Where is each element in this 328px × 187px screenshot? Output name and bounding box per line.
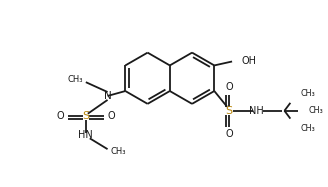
- Text: HN: HN: [78, 130, 93, 140]
- Text: CH₃: CH₃: [308, 106, 323, 115]
- Text: O: O: [225, 129, 233, 139]
- Text: O: O: [108, 111, 115, 121]
- Text: N: N: [104, 91, 112, 101]
- Text: S: S: [82, 111, 90, 121]
- Text: NH: NH: [249, 106, 264, 116]
- Text: CH₃: CH₃: [300, 124, 315, 133]
- Text: O: O: [56, 111, 64, 121]
- Text: CH₃: CH₃: [67, 75, 83, 84]
- Text: O: O: [225, 82, 233, 92]
- Text: OH: OH: [242, 56, 257, 67]
- Text: CH₃: CH₃: [111, 147, 126, 156]
- Text: CH₃: CH₃: [300, 88, 315, 97]
- Text: S: S: [226, 106, 233, 116]
